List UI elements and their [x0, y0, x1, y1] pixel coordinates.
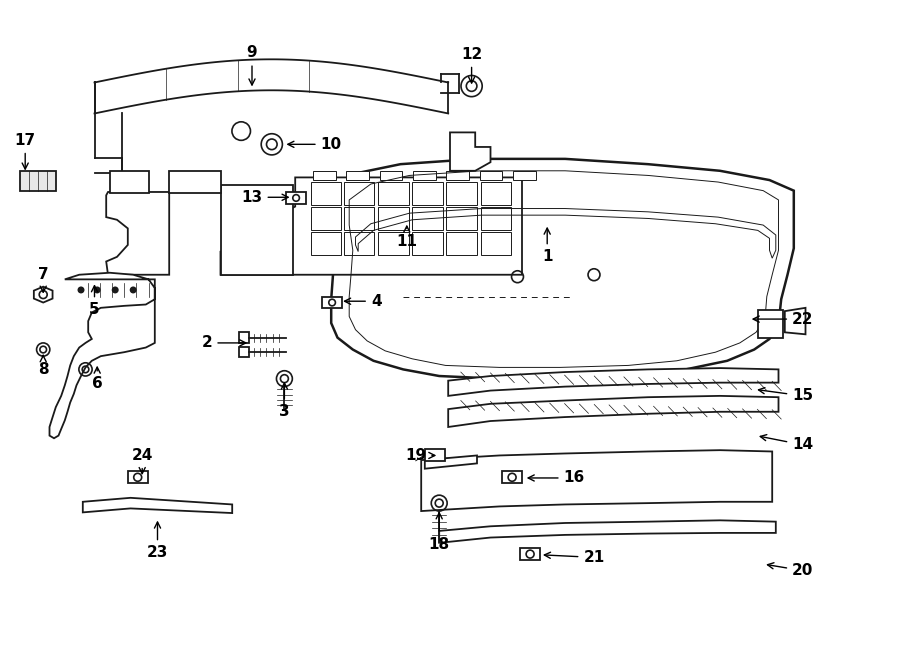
- Polygon shape: [450, 132, 491, 171]
- Polygon shape: [346, 171, 369, 180]
- Bar: [322, 297, 342, 308]
- Polygon shape: [446, 182, 477, 205]
- Text: 22: 22: [753, 312, 814, 326]
- Polygon shape: [421, 450, 772, 511]
- Polygon shape: [425, 455, 477, 469]
- Text: 19: 19: [405, 448, 435, 463]
- Polygon shape: [412, 207, 443, 230]
- Bar: [238, 347, 249, 357]
- Polygon shape: [448, 396, 778, 427]
- Text: 12: 12: [461, 47, 482, 83]
- Polygon shape: [220, 185, 292, 275]
- Circle shape: [78, 287, 84, 293]
- Polygon shape: [50, 273, 155, 438]
- Polygon shape: [344, 232, 374, 255]
- Polygon shape: [310, 182, 341, 205]
- Polygon shape: [220, 177, 522, 275]
- Polygon shape: [480, 171, 502, 180]
- Polygon shape: [412, 232, 443, 255]
- Polygon shape: [313, 171, 336, 180]
- Polygon shape: [169, 171, 220, 193]
- Text: 18: 18: [428, 513, 450, 551]
- Text: 1: 1: [542, 228, 553, 264]
- Text: 10: 10: [288, 137, 342, 152]
- Polygon shape: [378, 232, 409, 255]
- Polygon shape: [34, 287, 52, 303]
- Polygon shape: [446, 232, 477, 255]
- Polygon shape: [413, 171, 436, 180]
- Text: 16: 16: [528, 471, 585, 485]
- Text: 8: 8: [38, 355, 49, 377]
- Polygon shape: [310, 207, 341, 230]
- Polygon shape: [344, 207, 374, 230]
- Text: 17: 17: [14, 133, 36, 169]
- Polygon shape: [378, 182, 409, 205]
- Bar: [502, 471, 522, 483]
- Circle shape: [112, 287, 118, 293]
- Polygon shape: [785, 308, 806, 334]
- Polygon shape: [446, 171, 469, 180]
- Bar: [758, 310, 783, 338]
- Polygon shape: [310, 232, 341, 255]
- Text: 11: 11: [396, 226, 418, 249]
- Text: 21: 21: [544, 550, 605, 565]
- Polygon shape: [83, 498, 232, 513]
- Bar: [238, 332, 249, 343]
- Text: 9: 9: [247, 46, 257, 85]
- Text: 23: 23: [147, 522, 168, 560]
- Text: 13: 13: [241, 190, 288, 205]
- Text: 2: 2: [202, 336, 246, 350]
- Text: 20: 20: [768, 563, 814, 578]
- Circle shape: [130, 287, 136, 293]
- Bar: [520, 548, 540, 560]
- Polygon shape: [344, 182, 374, 205]
- Polygon shape: [439, 520, 776, 543]
- Polygon shape: [380, 171, 402, 180]
- Bar: [20, 171, 56, 191]
- Text: 3: 3: [279, 383, 290, 419]
- Bar: [425, 449, 445, 461]
- Polygon shape: [331, 159, 794, 379]
- Polygon shape: [513, 171, 536, 180]
- Text: 7: 7: [38, 267, 49, 292]
- Polygon shape: [481, 232, 511, 255]
- Polygon shape: [412, 182, 443, 205]
- Text: 24: 24: [131, 448, 153, 473]
- Bar: [286, 192, 306, 204]
- Polygon shape: [448, 368, 778, 396]
- Polygon shape: [481, 182, 511, 205]
- Text: 14: 14: [760, 435, 814, 452]
- Text: 15: 15: [759, 388, 814, 403]
- Text: 4: 4: [345, 294, 382, 308]
- Polygon shape: [481, 207, 511, 230]
- Polygon shape: [446, 207, 477, 230]
- Polygon shape: [378, 207, 409, 230]
- Text: 5: 5: [89, 286, 100, 317]
- Bar: [128, 471, 148, 483]
- Circle shape: [94, 287, 100, 293]
- Polygon shape: [106, 192, 169, 275]
- Polygon shape: [110, 171, 148, 193]
- Text: 6: 6: [92, 367, 103, 391]
